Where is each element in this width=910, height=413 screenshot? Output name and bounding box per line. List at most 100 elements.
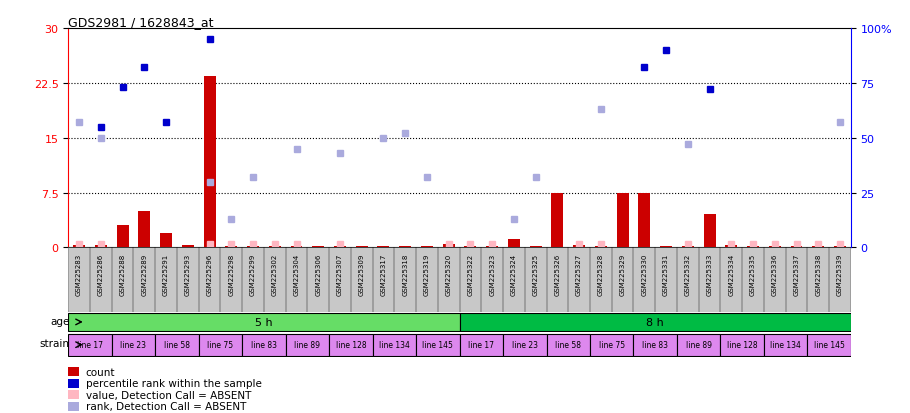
Bar <box>329 248 351 312</box>
Text: GSM225333: GSM225333 <box>706 253 713 295</box>
Bar <box>416 334 460 356</box>
Text: GSM225335: GSM225335 <box>750 253 756 295</box>
Bar <box>813 246 824 248</box>
Bar <box>785 248 807 312</box>
Bar <box>286 248 308 312</box>
Bar <box>829 248 851 312</box>
Text: GSM225334: GSM225334 <box>728 253 734 295</box>
Bar <box>290 246 302 248</box>
Bar <box>394 248 416 312</box>
Bar <box>134 248 156 312</box>
Bar <box>769 246 781 248</box>
Bar <box>547 334 590 356</box>
Bar <box>590 248 612 312</box>
Bar <box>595 246 607 248</box>
Text: strain: strain <box>39 339 69 349</box>
Bar <box>573 246 585 248</box>
Bar <box>416 248 438 312</box>
Bar <box>421 246 433 248</box>
Text: GSM225296: GSM225296 <box>207 253 213 295</box>
Text: line 17: line 17 <box>77 340 103 349</box>
Bar <box>660 246 672 248</box>
Bar <box>763 334 807 356</box>
Text: GSM225329: GSM225329 <box>620 253 625 295</box>
Bar <box>568 248 590 312</box>
Text: GSM225286: GSM225286 <box>98 253 104 295</box>
Bar <box>68 313 460 331</box>
Bar <box>703 215 715 248</box>
Text: GSM225325: GSM225325 <box>532 253 539 295</box>
Bar <box>530 246 541 248</box>
Bar <box>160 233 172 248</box>
Bar <box>747 246 759 248</box>
Bar <box>721 248 743 312</box>
Bar <box>590 334 633 356</box>
Text: line 17: line 17 <box>469 340 494 349</box>
Bar <box>264 248 286 312</box>
Text: line 75: line 75 <box>207 340 234 349</box>
Text: GSM225319: GSM225319 <box>424 253 430 295</box>
Text: age: age <box>50 316 69 326</box>
Text: 5 h: 5 h <box>255 317 273 327</box>
Bar <box>460 248 481 312</box>
Text: line 58: line 58 <box>555 340 581 349</box>
Bar <box>116 226 128 248</box>
Bar <box>156 334 198 356</box>
Bar <box>242 334 286 356</box>
Bar <box>156 248 177 312</box>
Text: GSM225320: GSM225320 <box>446 253 451 295</box>
Text: GSM225283: GSM225283 <box>76 253 82 295</box>
Text: line 23: line 23 <box>511 340 538 349</box>
Bar <box>247 246 259 248</box>
Bar <box>177 248 198 312</box>
Text: rank, Detection Call = ABSENT: rank, Detection Call = ABSENT <box>86 401 246 411</box>
Bar <box>372 248 394 312</box>
Bar <box>633 334 677 356</box>
Text: value, Detection Call = ABSENT: value, Detection Call = ABSENT <box>86 390 251 400</box>
Bar <box>633 248 655 312</box>
Bar <box>138 211 150 248</box>
Text: line 83: line 83 <box>642 340 668 349</box>
Bar <box>378 246 389 248</box>
Bar <box>460 313 851 331</box>
Bar <box>329 334 372 356</box>
Text: GSM225332: GSM225332 <box>685 253 691 295</box>
Text: line 89: line 89 <box>685 340 712 349</box>
Bar <box>204 76 216 248</box>
Bar <box>68 334 112 356</box>
Text: GSM225318: GSM225318 <box>402 253 409 295</box>
Text: line 75: line 75 <box>599 340 625 349</box>
Bar <box>112 248 134 312</box>
Bar <box>356 246 368 248</box>
Bar <box>182 246 194 248</box>
Bar <box>743 248 763 312</box>
Text: count: count <box>86 367 115 377</box>
Bar <box>503 334 547 356</box>
Bar <box>486 246 498 248</box>
Bar <box>699 248 721 312</box>
Bar <box>112 334 156 356</box>
Bar <box>525 248 547 312</box>
Text: GSM225307: GSM225307 <box>337 253 343 295</box>
Text: GSM225304: GSM225304 <box>294 253 299 295</box>
Text: GSM225298: GSM225298 <box>228 253 234 295</box>
Bar <box>503 248 525 312</box>
Text: GSM225302: GSM225302 <box>272 253 278 295</box>
Text: GSM225327: GSM225327 <box>576 253 582 295</box>
Text: line 134: line 134 <box>770 340 801 349</box>
Text: line 58: line 58 <box>164 340 190 349</box>
Text: GSM225324: GSM225324 <box>511 253 517 295</box>
Bar <box>791 246 803 248</box>
Bar <box>95 246 106 248</box>
Text: GSM225309: GSM225309 <box>359 253 365 295</box>
Bar <box>612 248 633 312</box>
Bar <box>508 239 520 248</box>
Bar <box>655 248 677 312</box>
Text: GSM225323: GSM225323 <box>490 253 495 295</box>
Bar <box>220 248 242 312</box>
Bar <box>226 246 238 248</box>
Text: GSM225337: GSM225337 <box>794 253 800 295</box>
Bar <box>242 248 264 312</box>
Text: percentile rank within the sample: percentile rank within the sample <box>86 378 261 388</box>
Bar <box>438 248 460 312</box>
